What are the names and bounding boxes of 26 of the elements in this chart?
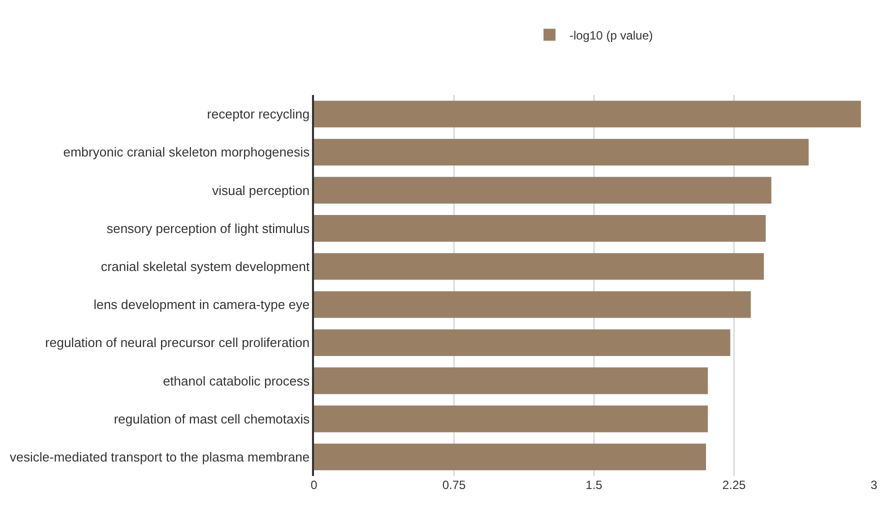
y-tick-label: ethanol catabolic process [162, 373, 310, 388]
bar [314, 406, 708, 432]
bar [314, 367, 708, 394]
legend-label: -log10 (p value) [570, 28, 653, 42]
y-tick-label: regulation of mast cell chemotaxis [114, 411, 310, 426]
y-tick-label: receptor recycling [207, 106, 310, 122]
y-tick-label: lens development in camera-type eye [94, 297, 310, 312]
x-tick-label: 1.5 [586, 478, 603, 492]
bar [314, 215, 766, 242]
bar [314, 100, 861, 128]
y-tick-label: sensory perception of light stimulus [106, 220, 310, 236]
y-tick-label: embryonic cranial skeleton morphogenesis [63, 144, 310, 160]
x-tick-label: 0.75 [442, 478, 466, 492]
bar [314, 291, 751, 318]
bar [314, 253, 764, 280]
x-tick-label: 0 [310, 478, 318, 492]
bar [314, 138, 809, 166]
y-tick-label: vesicle-mediated transport to the plasma membrane [10, 450, 310, 464]
x-tick-label: 3 [870, 478, 878, 492]
bar [314, 444, 706, 470]
bar [314, 176, 772, 204]
x-tick-label: 2.25 [722, 478, 746, 492]
y-tick-label: cranial skeletal system development [100, 259, 310, 274]
bar [314, 329, 730, 356]
y-tick-label: visual perception [212, 182, 310, 198]
y-tick-label: regulation of neural precursor cell proliferation [45, 335, 310, 350]
